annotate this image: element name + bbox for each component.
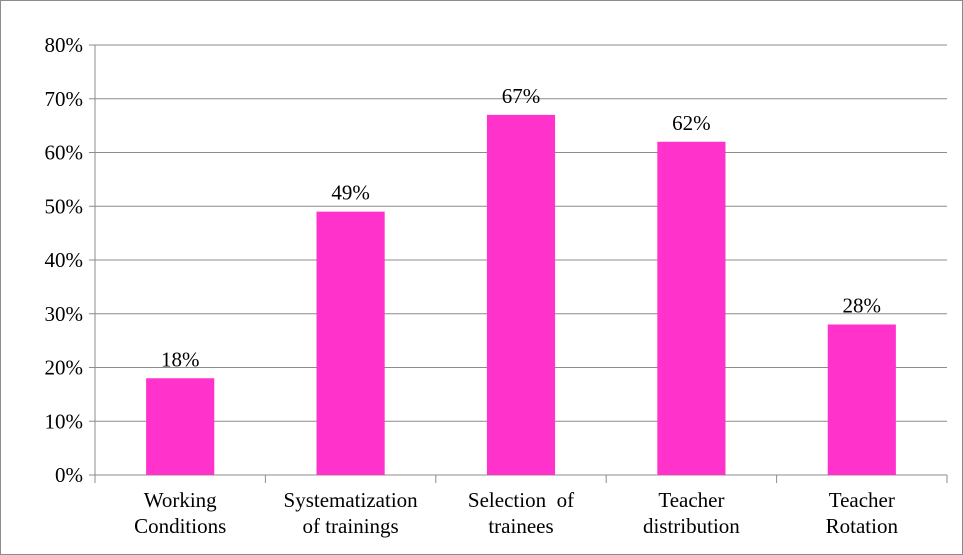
x-category-label-line: Teacher [658, 488, 724, 512]
bar [486, 114, 556, 475]
y-tick-label: 50% [45, 194, 84, 218]
x-category-label: Selection of trainees [468, 488, 574, 538]
x-category-label-line: Systematization [284, 488, 419, 512]
y-tick-label: 30% [45, 302, 84, 326]
x-category-label-line: trainees [488, 514, 553, 538]
x-category-label-line: Teacher [829, 488, 895, 512]
bar [827, 324, 896, 475]
y-tick-label: 0% [55, 463, 83, 487]
data-label: 18% [161, 347, 200, 371]
data-label: 28% [843, 294, 882, 318]
data-label: 62% [672, 111, 711, 135]
bar [146, 378, 215, 475]
x-category-label-line: Conditions [134, 514, 226, 538]
y-tick-label: 80% [45, 33, 84, 57]
y-tick-label: 10% [45, 409, 84, 433]
x-category-label-line: Selection of [468, 488, 574, 512]
x-category-label: Systematization of trainings [284, 488, 419, 538]
bar [657, 141, 726, 475]
data-label: 67% [502, 84, 541, 108]
y-tick-label: 60% [45, 141, 84, 165]
axes [89, 44, 948, 483]
bar [316, 211, 385, 475]
x-category-label-line: Working [144, 488, 217, 512]
x-category-label-line: distribution [643, 514, 740, 538]
data-label: 49% [331, 181, 370, 205]
labels: 0% 10% 20% 30% 40% 50% 60% 70% 80% 18% Working Cond… [45, 33, 899, 538]
y-tick-label: 20% [45, 356, 84, 380]
x-category-label: Working Conditions [134, 488, 226, 538]
bars [146, 114, 896, 475]
x-category-label-line: Rotation [826, 514, 899, 538]
x-category-label: Teacher distribution [643, 488, 740, 538]
x-category-label: Teacher Rotation [826, 488, 899, 538]
x-category-label-line: of trainings [302, 514, 398, 538]
y-tick-label: 70% [45, 87, 84, 111]
y-tick-label: 40% [45, 248, 84, 272]
